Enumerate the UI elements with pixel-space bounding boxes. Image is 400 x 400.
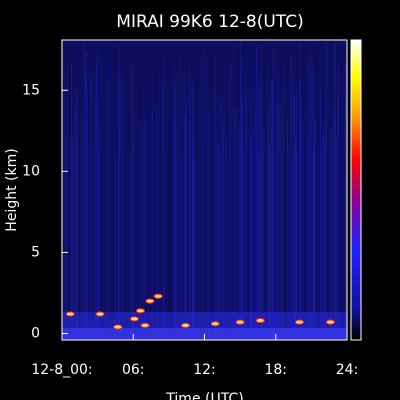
echo [295,319,304,325]
echo [65,311,75,317]
echo [325,319,335,325]
echo [235,319,245,325]
y-tick-label: 10 [22,163,40,179]
echo [95,311,105,317]
echo [145,298,155,304]
x-tick-label: 12: [193,362,216,378]
x-tick-label: 18: [264,362,287,378]
x-tick-label: 12-8_00: [31,362,92,378]
plot-area [61,39,348,341]
colorbar [350,39,362,341]
x-tick-label: 24: [336,362,359,378]
y-tick-label: 5 [31,244,40,260]
echo [210,321,220,327]
y-tick-label: 15 [22,82,40,98]
echo [255,318,265,324]
x-tick-label: 06: [122,362,145,378]
y-axis-label: Height (km) [4,148,20,231]
plot-background [62,40,347,340]
echo [129,316,139,322]
echo [181,322,190,328]
echo [135,308,145,314]
echo [153,293,163,299]
echo [113,324,123,330]
chart-title: MIRAI 99K6 12-8(UTC) [116,12,303,32]
echo [140,322,150,328]
x-axis-label: Time (UTC) [165,391,243,400]
y-tick-label: 0 [31,326,40,342]
